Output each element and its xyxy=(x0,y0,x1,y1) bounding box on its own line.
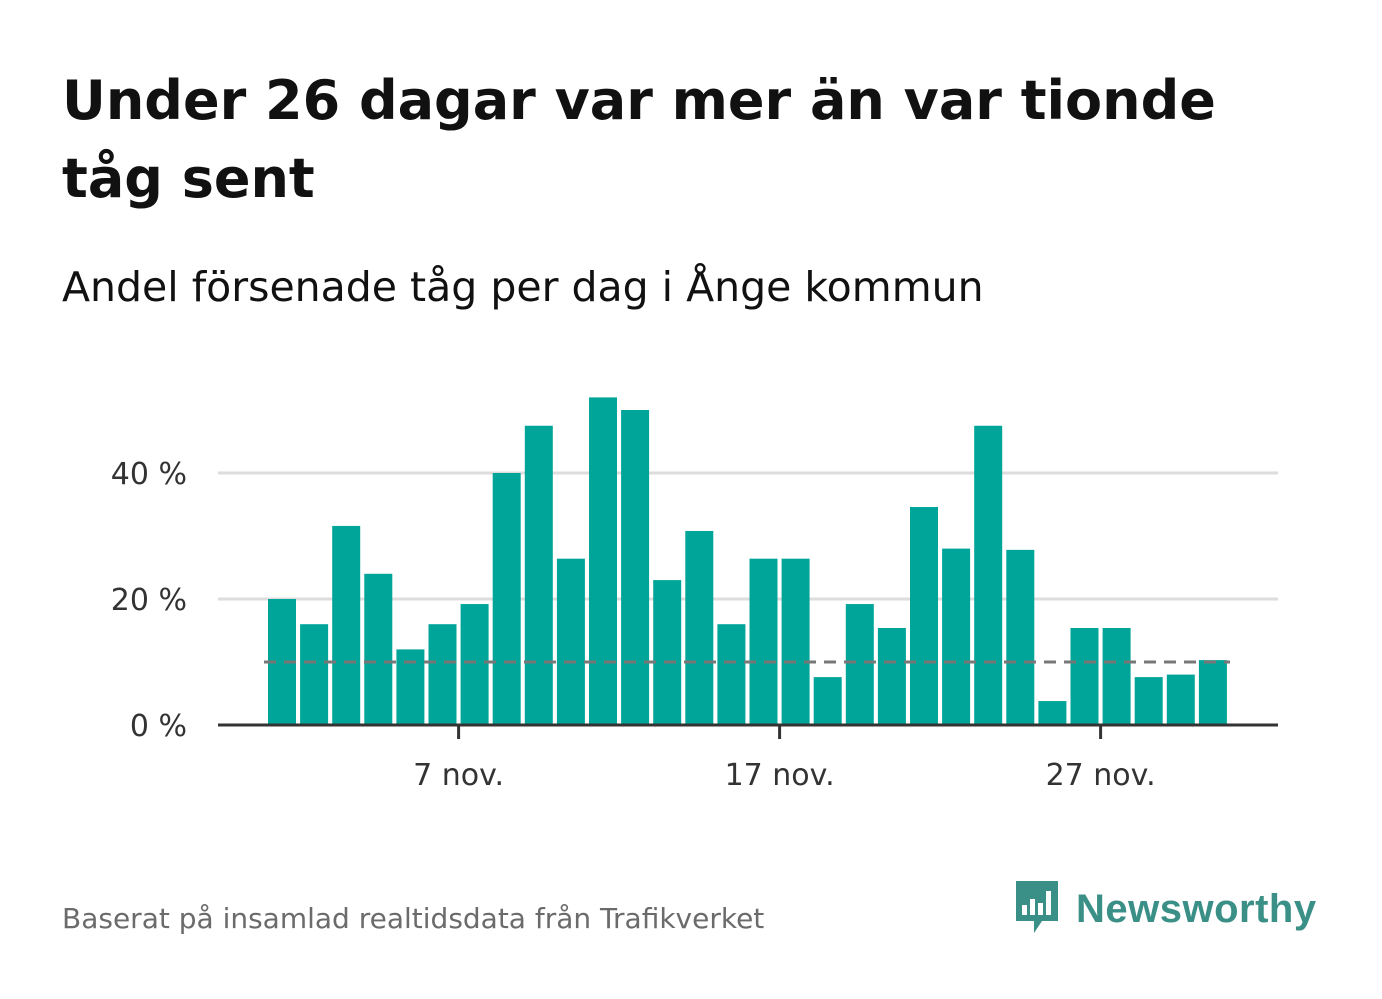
bar xyxy=(332,525,361,725)
bar xyxy=(460,604,489,725)
bar xyxy=(717,624,746,725)
bar xyxy=(653,580,682,725)
bar xyxy=(813,677,842,725)
chart-title: Under 26 dagar var mer än var tionde tåg… xyxy=(62,69,1216,210)
bar xyxy=(749,558,778,725)
bar xyxy=(492,473,521,725)
bar xyxy=(621,410,650,725)
bar xyxy=(910,507,938,725)
x-tick-label: 27 nov. xyxy=(1046,758,1156,793)
bar xyxy=(1102,627,1131,725)
bar xyxy=(524,425,553,725)
bar xyxy=(942,548,971,725)
bar-chart: 0 % 20 % 40 % 7 nov. 17 nov. 27 nov. xyxy=(111,397,1278,793)
x-tick-label: 17 nov. xyxy=(725,758,835,793)
bar xyxy=(556,558,585,725)
brand-name: Newsworthy xyxy=(1076,886,1317,931)
chart-subtitle: Andel försenade tåg per dag i Ånge kommu… xyxy=(62,263,984,311)
bar xyxy=(1134,677,1163,725)
bar xyxy=(845,604,874,725)
y-tick-label: 40 % xyxy=(111,457,187,492)
bar xyxy=(1198,660,1227,725)
x-tick-label: 7 nov. xyxy=(413,758,504,793)
y-tick-label: 0 % xyxy=(130,709,187,744)
bar xyxy=(428,624,457,725)
bar xyxy=(1038,701,1067,725)
bar xyxy=(300,624,329,725)
bar xyxy=(1006,549,1035,725)
newsworthy-logo-icon xyxy=(1012,877,1062,941)
y-tick-label: 20 % xyxy=(111,583,187,618)
bar xyxy=(974,425,1003,725)
bar xyxy=(685,530,714,725)
bar xyxy=(877,627,906,725)
bar xyxy=(1166,674,1195,725)
brand-logo: Newsworthy xyxy=(1012,878,1317,940)
source-note: Baserat på insamlad realtidsdata från Tr… xyxy=(62,902,765,935)
bar xyxy=(589,397,617,725)
bar xyxy=(781,558,810,725)
bar xyxy=(364,573,393,725)
bar xyxy=(1070,627,1099,725)
